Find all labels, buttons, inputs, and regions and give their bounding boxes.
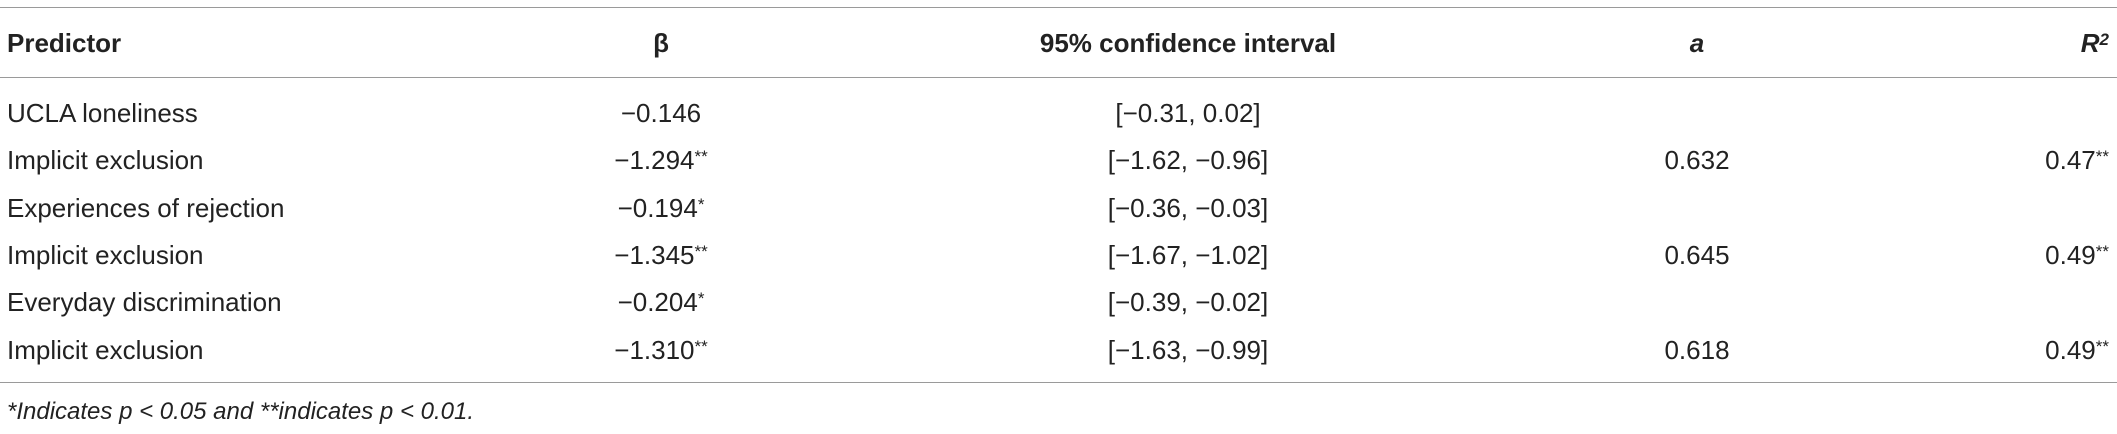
table-cell: −1.310**: [614, 335, 707, 365]
table-cell: Implicit exclusion: [7, 239, 204, 270]
cell-text: −1.294: [614, 145, 695, 176]
table-cell: 0.645: [1664, 239, 1730, 270]
cell-superscript: **: [2095, 241, 2109, 261]
header-cell: R2: [2081, 28, 2109, 58]
cell-superscript: **: [694, 147, 708, 167]
table-cell: Experiences of rejection: [7, 192, 285, 223]
cell-superscript: **: [2095, 336, 2109, 356]
table-cell: 0.49**: [2045, 240, 2109, 270]
header-cell: Predictor: [7, 28, 122, 58]
table-cell: [−0.31, 0.02]: [1115, 98, 1261, 128]
table-cell: [−1.63, −0.99]: [1107, 334, 1269, 365]
table-cell: −1.294**: [614, 145, 707, 175]
cell-superscript: **: [694, 336, 708, 356]
table-cell: −0.146: [621, 98, 701, 128]
cell-superscript: **: [2095, 147, 2109, 167]
cell-text: R: [2080, 28, 2100, 58]
bottom-rule: [0, 382, 2117, 383]
cell-text: 0.49: [2045, 334, 2096, 365]
cell-text: −0.146: [620, 98, 702, 128]
table-cell: [−0.39, −0.02]: [1107, 287, 1269, 318]
table-cell: [−1.67, −1.02]: [1107, 239, 1269, 270]
table-cell: Implicit exclusion: [7, 334, 204, 365]
cell-text: −0.194: [617, 192, 698, 223]
table-cell: 0.49**: [2045, 335, 2109, 365]
table-cell: [−1.62, −0.96]: [1107, 145, 1269, 176]
header-cell: 95% confidence interval: [1039, 28, 1337, 58]
cell-text: 0.49: [2045, 239, 2096, 270]
table-cell: 0.47**: [2045, 145, 2109, 175]
cell-text: −1.345: [614, 239, 695, 270]
cell-superscript: 2: [2099, 30, 2109, 49]
cell-text: −1.310: [614, 334, 695, 365]
header-cell: a: [1689, 28, 1705, 58]
top-rule: [0, 7, 2117, 8]
table-cell: [−0.36, −0.03]: [1107, 192, 1269, 223]
cell-text: 0.47: [2045, 145, 2096, 176]
table-cell: Everyday discrimination: [7, 287, 282, 318]
header-cell: β: [653, 28, 669, 58]
table-cell: UCLA loneliness: [7, 98, 198, 128]
table-cell: 0.618: [1664, 334, 1730, 365]
table-cell: 0.632: [1664, 145, 1730, 176]
table-cell: −1.345**: [614, 240, 707, 270]
cell-superscript: *: [697, 194, 705, 214]
cell-superscript: **: [694, 241, 708, 261]
cell-superscript: *: [697, 289, 705, 309]
table-cell: −0.204*: [618, 287, 705, 317]
header-rule: [0, 77, 2117, 78]
table-cell: Implicit exclusion: [7, 145, 204, 176]
table-cell: −0.194*: [618, 193, 705, 223]
cell-text: −0.204: [617, 287, 698, 318]
footnote: *Indicates p < 0.05 and **indicates p < …: [7, 398, 475, 425]
